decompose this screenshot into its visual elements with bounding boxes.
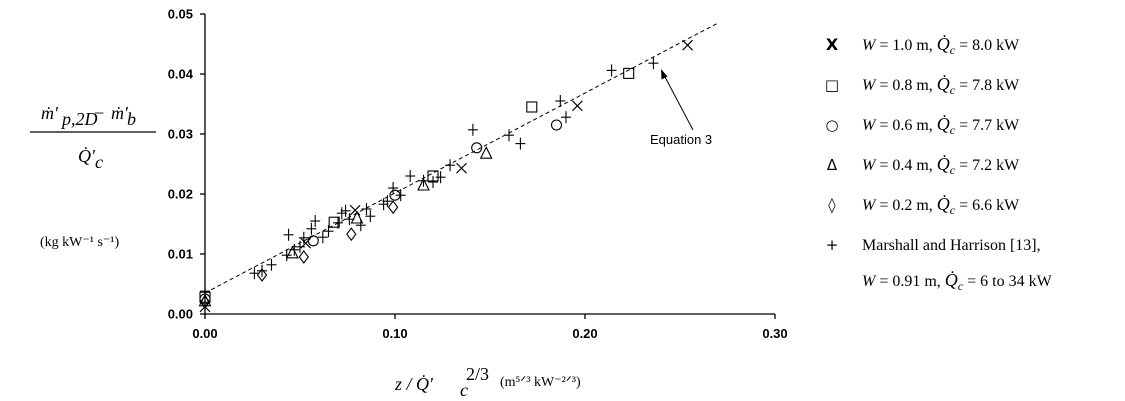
y-tick-label: 0.04: [168, 67, 194, 82]
x-tick-label: 0.20: [572, 326, 597, 341]
data-point: [395, 189, 406, 202]
data-point: [298, 231, 309, 244]
data-point: [340, 204, 351, 217]
data-point: [355, 219, 366, 232]
legend-symbol: ○: [825, 116, 838, 134]
data-point: [479, 145, 493, 159]
plot-area: [198, 22, 719, 313]
data-point: [526, 101, 538, 113]
data-point: [323, 225, 334, 238]
data-point: [349, 204, 361, 216]
data-point: [257, 264, 267, 277]
data-point: [561, 111, 571, 124]
y-tick-label: 0.03: [168, 127, 193, 142]
data-point: [266, 258, 277, 271]
data-point: [298, 250, 309, 264]
data-point: [310, 215, 321, 227]
data-point: [382, 195, 393, 208]
data-point: [445, 159, 456, 172]
data-point: [418, 174, 429, 187]
data-point: [456, 162, 467, 174]
data-point: [249, 267, 260, 280]
data-point: [295, 240, 305, 253]
data-point: [417, 177, 430, 191]
legend-label: W = 0.8 m, Q̇c = 7.8 kW: [862, 73, 1020, 97]
annotation-label: Equation 3: [650, 132, 712, 147]
y-tick-label: 0.02: [168, 187, 193, 202]
svg-text:c: c: [95, 152, 103, 172]
legend-symbol: □: [825, 76, 839, 94]
data-point: [199, 295, 211, 309]
legend-symbol: +: [826, 236, 839, 254]
data-point: [606, 64, 617, 77]
data-point: [333, 216, 343, 229]
data-point: [572, 100, 583, 112]
y-tick-label: 0.00: [168, 307, 193, 322]
data-point: [361, 203, 372, 215]
legend-symbol: ◊: [828, 196, 836, 214]
legend-label-secondary: W = 0.91 m, Q̇c = 6 to 34 kW: [862, 269, 1053, 293]
svg-text:z / Q̇′: z / Q̇′: [394, 373, 434, 394]
data-point: [350, 210, 364, 224]
data-point: [281, 249, 292, 262]
data-point: [289, 243, 300, 256]
svg-text:ṁ′: ṁ′: [41, 103, 59, 123]
x-axis-label: z / Q̇′ c 2/3: [394, 364, 489, 400]
data-point: [344, 213, 355, 226]
equation-annotation: Equation 3: [650, 69, 712, 147]
legend-symbol: Δ: [827, 156, 838, 174]
legend-label: Marshall and Harrison [13],: [862, 237, 1041, 254]
svg-text:2/3: 2/3: [466, 364, 489, 384]
svg-text:Q̇′: Q̇′: [78, 145, 96, 166]
data-point: [550, 119, 563, 131]
data-point: [555, 95, 566, 107]
svg-text:ṁ′: ṁ′: [111, 103, 129, 123]
data-point: [623, 67, 635, 79]
data-point: [504, 129, 514, 142]
data-point: [200, 285, 210, 298]
data-point: [365, 210, 376, 223]
data-point: [317, 231, 328, 244]
x-tick-label: 0.00: [192, 326, 217, 341]
data-point: [306, 222, 317, 235]
data-point: [328, 216, 340, 228]
data-point: [471, 142, 483, 154]
y-tick-label: 0.05: [168, 7, 193, 22]
data-point: [435, 171, 446, 184]
data-point: [286, 245, 299, 259]
svg-text:b: b: [127, 109, 136, 129]
data-point: [428, 176, 438, 188]
data-point: [283, 228, 294, 241]
legend: X W = 1.0 m, Q̇c = 8.0 kW □ W = 0.8 m, Q̇c …: [825, 33, 1053, 293]
y-axis-units: (kg kW⁻¹ s⁻¹): [40, 235, 119, 250]
x-tick-label: 0.30: [762, 326, 787, 341]
y-axis-label: ṁ′ p,2D − ṁ′ b Q̇′ c: [30, 103, 156, 172]
annotation-arrowhead: [661, 69, 668, 80]
legend-label: W = 0.6 m, Q̇c = 7.7 kW: [862, 113, 1020, 137]
x-tick-label: 0.10: [382, 326, 407, 341]
svg-text:c: c: [460, 380, 468, 400]
legend-label: W = 1.0 m, Q̇c = 8.0 kW: [862, 33, 1020, 57]
data-point: [405, 170, 416, 182]
data-point: [515, 137, 526, 150]
legend-label: W = 0.2 m, Q̇c = 6.6 kW: [862, 193, 1020, 217]
data-point: [346, 227, 357, 242]
data-point: [648, 57, 659, 70]
data-point: [682, 39, 693, 51]
data-point: [467, 123, 478, 136]
svg-text:−: −: [94, 103, 104, 123]
y-tick-label: 0.01: [168, 247, 193, 262]
x-axis-units: (m⁵ᐟ³ kW⁻²ᐟ³): [500, 375, 581, 390]
data-point: [388, 182, 399, 194]
legend-label: W = 0.4 m, Q̇c = 7.2 kW: [862, 153, 1020, 177]
svg-text:p,2D: p,2D: [60, 109, 98, 129]
data-point: [307, 235, 319, 247]
legend-symbol: X: [826, 35, 839, 54]
annotation-arrow-line: [663, 74, 694, 131]
data-point: [387, 200, 399, 215]
fit-line: [204, 22, 719, 294]
